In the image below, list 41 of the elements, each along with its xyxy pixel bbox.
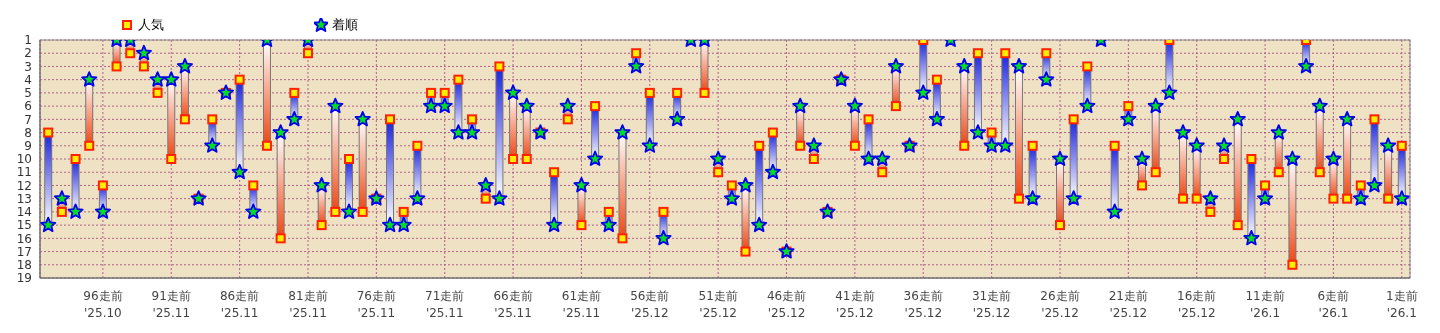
y-tick-label: 9 [24, 139, 32, 154]
x-tick-label: 81走前 '25.11 [288, 289, 328, 320]
y-tick-label: 16 [16, 231, 32, 246]
y-tick-label: 4 [24, 72, 32, 87]
legend-label: 人気 [138, 16, 164, 34]
x-tick-label: 46走前 '25.12 [766, 289, 807, 320]
y-tick-label: 15 [16, 218, 32, 233]
x-tick-label: 96走前 '25.10 [83, 289, 123, 320]
x-tick-label: 1走前 '26.1 [1385, 289, 1418, 320]
x-tick-label: 51走前 '25.12 [698, 289, 738, 320]
x-tick-label: 56走前 '25.12 [630, 289, 670, 320]
x-tick-label: 91走前 '25.11 [151, 289, 191, 320]
legend-label: 着順 [332, 16, 358, 34]
x-tick-label: 11走前 '26.1 [1245, 289, 1285, 320]
y-tick-label: 10 [16, 152, 32, 167]
x-tick-label: 21走前 '25.12 [1108, 289, 1148, 320]
x-tick-label: 71走前 '25.11 [425, 289, 465, 320]
x-tick-label: 6走前 '26.1 [1317, 289, 1350, 320]
y-tick-label: 5 [24, 86, 32, 101]
x-tick-label: 76走前 '25.11 [356, 289, 396, 320]
y-tick-label: 11 [16, 165, 32, 180]
y-tick-label: 17 [16, 244, 32, 259]
x-tick-label: 26走前 '25.12 [1040, 289, 1080, 320]
x-tick-label: 16走前 '25.12 [1177, 289, 1217, 320]
x-tick-label: 66走前 '25.11 [493, 289, 533, 320]
y-tick-label: 14 [16, 205, 32, 220]
y-tick-label: 3 [24, 59, 32, 74]
x-tick-label: 86走前 '25.11 [219, 289, 260, 320]
x-tick-label: 36走前 '25.12 [903, 289, 943, 320]
y-tick-label: 8 [24, 125, 32, 140]
y-tick-label: 19 [16, 271, 32, 286]
y-tick-label: 18 [16, 258, 32, 273]
y-tick-label: 6 [24, 99, 32, 114]
y-tick-label: 12 [16, 178, 32, 193]
y-tick-label: 7 [24, 112, 32, 127]
x-tick-label: 31走前 '25.12 [971, 289, 1012, 320]
x-tick-label: 41走前 '25.12 [835, 289, 875, 320]
y-tick-label: 2 [24, 46, 32, 61]
y-tick-label: 1 [24, 33, 32, 48]
y-tick-label: 13 [16, 191, 32, 206]
x-tick-label: 61走前 '25.11 [561, 289, 602, 320]
